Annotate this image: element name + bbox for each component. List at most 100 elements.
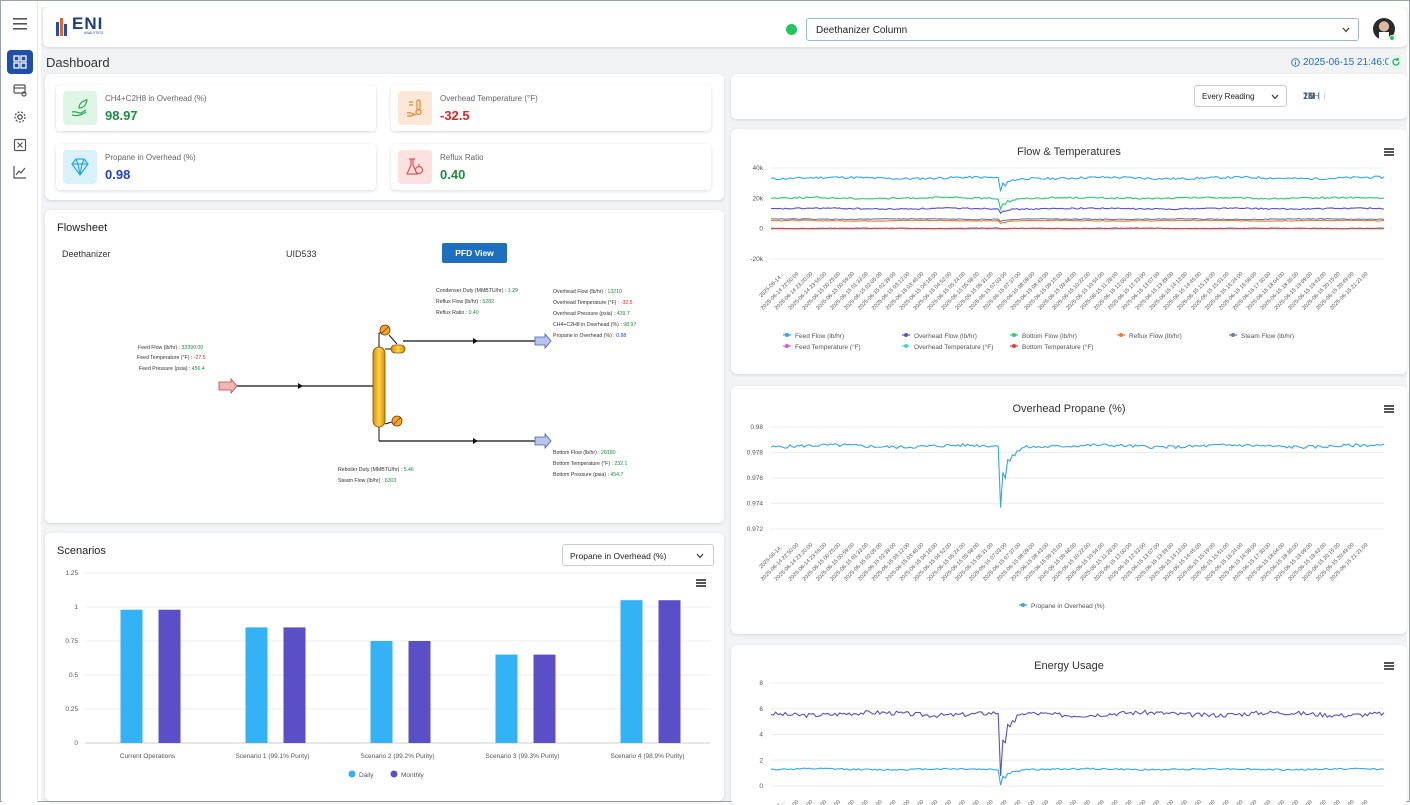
controls-bar: Every Reading 1H 24H 7D 1M	[731, 74, 1407, 119]
scenario-metric-select[interactable]: Propane in Overhead (%)	[562, 544, 714, 566]
x-tick-label: Scenario 3 (99.3% Purity)	[485, 753, 559, 760]
series-line	[770, 218, 1385, 223]
flowsheet-title: Flowsheet	[57, 222, 108, 234]
legend-label: Bottom Temperature (°F)	[1022, 343, 1093, 351]
legend-label: Monthly	[401, 772, 425, 779]
online-dot	[1389, 35, 1395, 41]
chart-title: Energy Usage	[1034, 660, 1104, 672]
y-tick-label: 8	[759, 680, 763, 687]
steam-flow-text: Steam Flow (lb/hr) : 6303	[338, 478, 397, 484]
energy-usage-card: Energy Usage 024682025-06-14…2025-06-14 …	[731, 645, 1407, 805]
chart-menu-icon[interactable]	[1384, 148, 1394, 156]
menu-icon[interactable]	[7, 12, 33, 36]
kpi-ch4-c2h8: CH4+C2H8 in Overhead (%) 98.97	[56, 85, 376, 131]
dashboard-icon[interactable]	[7, 50, 33, 74]
bar-monthly	[283, 627, 306, 743]
legend-marker	[785, 333, 789, 337]
reflux-flow-text: Reflux Flow (lb/hr) : 5282	[436, 299, 494, 305]
overhead-propane-chart: 0.9720.9740.9760.9780.982025-06-14…2025-…	[747, 424, 1385, 610]
y-tick-label: 4	[759, 732, 763, 739]
range-1m[interactable]: 1M	[1303, 91, 1316, 101]
y-tick-label: 0.98	[750, 424, 763, 431]
kpi-panel: CH4+C2H8 in Overhead (%) 98.97 Overhead …	[45, 74, 724, 200]
flask-icon	[398, 150, 432, 184]
scenarios-title: Scenarios	[57, 545, 106, 557]
range-24h[interactable]: 24H	[1299, 91, 1325, 101]
y-tick-label: 6	[759, 706, 763, 713]
chart-menu-icon[interactable]	[1384, 405, 1394, 413]
kpi-overhead-temperature: Overhead Temperature (°F) -32.5	[391, 85, 711, 131]
flow-temperatures-card: Flow & Temperatures -20k 0 20k 40k 2025-06-1…	[731, 129, 1407, 374]
y-tick-label: 0	[759, 783, 763, 790]
diamond-icon	[63, 150, 97, 184]
bar-monthly	[658, 600, 681, 743]
chart-title: Overhead Propane (%)	[1012, 403, 1126, 415]
y-tick-label: 0.978	[747, 450, 764, 457]
kpi-propane-overhead: Propane in Overhead (%) 0.98	[56, 144, 376, 190]
y-tick-label: 40k	[753, 165, 764, 172]
gear-icon[interactable]	[7, 105, 33, 129]
avatar[interactable]	[1373, 18, 1395, 40]
legend-marker	[904, 333, 908, 337]
chart-menu-icon[interactable]	[1384, 662, 1394, 670]
kpi-reflux-ratio: Reflux Ratio 0.40	[391, 144, 711, 190]
sidebar-rail	[2, 2, 38, 802]
chart-menu-icon[interactable]	[696, 579, 706, 587]
legend-marker	[785, 344, 789, 348]
y-tick-label: 1	[74, 604, 78, 611]
bar-monthly	[533, 654, 556, 743]
bottom-flow-text: Bottom Flow (lb/hr) : 20180	[553, 450, 616, 456]
y-tick-label: 0	[759, 226, 763, 233]
overhead-temperature-text: Overhead Temperature (°F) : -32.5	[553, 300, 633, 306]
distillation-column	[372, 346, 386, 428]
series-line	[770, 175, 1385, 192]
legend-label: Steam Flow (lb/hr)	[1241, 333, 1294, 340]
refresh-button[interactable]	[1388, 54, 1404, 70]
feed-temperature-text: Feed Temperature (°F) : -27.5	[137, 355, 206, 361]
y-tick-label: 1.25	[65, 570, 78, 577]
legend-label: Daily	[359, 772, 374, 779]
reboiler-duty-text: Reboiler Duty (MMBTU/hr) : 5.46	[338, 467, 414, 473]
pfd-view-button[interactable]: PFD View	[442, 243, 507, 263]
flowsheet-panel: Flowsheet Deethanizer UID533 PFD View	[45, 210, 724, 523]
close-box-icon[interactable]	[7, 133, 33, 157]
series-line	[770, 442, 1385, 508]
overhead-flow-text: Overhead Flow (lb/hr) : 13210	[553, 289, 622, 295]
range-7d[interactable]: 7D	[1299, 91, 1320, 101]
top-bar: ENI ANALYTICS Deethanizer Column	[43, 7, 1407, 47]
reflux-ratio-text: Reflux Ratio : 0.40	[436, 310, 479, 316]
y-tick-label: 0	[74, 740, 78, 747]
series-line	[771, 219, 1385, 225]
feed-flow-text: Feed Flow (lb/hr) : 33390.00	[138, 345, 204, 351]
unit-select[interactable]: Deethanizer Column	[806, 18, 1359, 41]
refresh-icon	[1392, 57, 1400, 66]
x-tick-label: Scenario 2 (99.2% Purity)	[360, 753, 434, 760]
chevron-down-icon	[696, 553, 704, 559]
legend-marker	[1021, 603, 1025, 607]
bar-daily	[370, 641, 393, 743]
legend-marker	[1231, 333, 1235, 337]
legend-marker	[1012, 344, 1016, 348]
feed-pressure-text: Feed Pressure (psia) : 456.4	[139, 366, 205, 372]
series-line	[770, 709, 1385, 776]
series-line	[770, 227, 1385, 230]
bar-daily	[620, 600, 643, 743]
series-line	[770, 196, 1385, 211]
interval-select[interactable]: Every Reading	[1194, 85, 1287, 107]
y-tick-label: 0.5	[69, 672, 78, 679]
bottom-pressure-text: Bottom Pressure (psia) : 454.7	[553, 472, 624, 478]
data-settings-icon[interactable]	[7, 78, 33, 102]
brand-logo: ENI ANALYTICS	[56, 15, 103, 36]
trend-chart-icon[interactable]	[7, 160, 33, 184]
y-tick-label: 2	[759, 757, 763, 764]
legend-marker	[390, 770, 398, 778]
chevron-down-icon	[1342, 27, 1350, 33]
x-tick-label: Scenario 4 (98.9% Purity)	[610, 753, 684, 760]
legend-marker	[1119, 333, 1123, 337]
x-tick-label: 2025-06-14…	[758, 799, 786, 805]
series-line	[770, 767, 1385, 786]
scenarios-panel: Scenarios Propane in Overhead (%) 0 0.25 0…	[45, 533, 724, 801]
legend-label: Feed Flow (lb/hr)	[795, 333, 844, 340]
